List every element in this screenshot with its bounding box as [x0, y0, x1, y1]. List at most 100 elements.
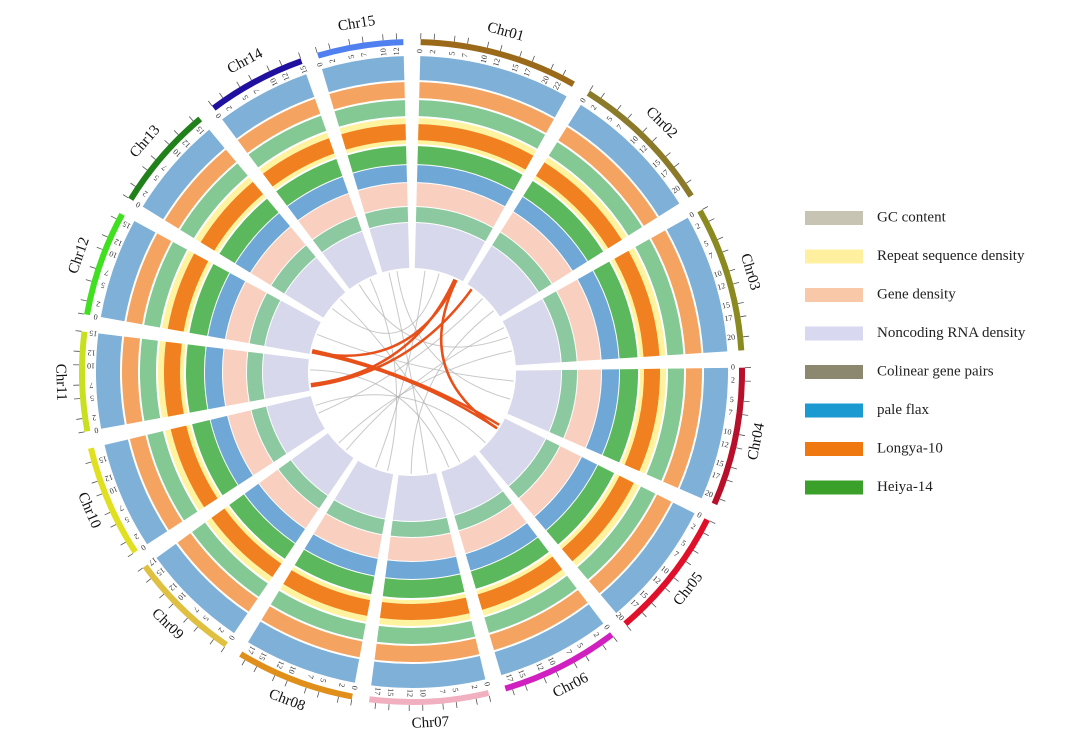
tick-mark — [76, 331, 82, 332]
tick-label: 2 — [132, 532, 140, 542]
tick-mark — [739, 435, 745, 436]
tick-mark — [105, 512, 110, 515]
tick-mark — [86, 280, 92, 282]
tick-label: 5 — [123, 515, 131, 525]
tick-mark — [736, 448, 742, 449]
tick-mark — [686, 180, 691, 183]
tick-mark — [468, 38, 469, 44]
tick-label: 2 — [694, 221, 702, 231]
tick-mark — [520, 51, 522, 57]
track-band — [388, 533, 456, 561]
tick-mark — [375, 703, 376, 709]
tick-label: 15 — [386, 688, 396, 697]
tick-mark — [544, 678, 546, 684]
tick-mark — [642, 613, 646, 617]
tick-mark — [142, 166, 147, 170]
tick-label: 5 — [447, 51, 456, 56]
tick-mark — [643, 128, 647, 132]
tick-mark — [551, 64, 554, 69]
track-band — [223, 349, 249, 406]
tick-label: 2 — [224, 104, 234, 112]
tick-label: 15 — [298, 64, 309, 75]
tick-mark — [500, 45, 502, 51]
tick-mark — [237, 82, 240, 87]
tick-label: 7 — [728, 408, 733, 417]
tick-mark — [574, 663, 577, 668]
tick-label: 12 — [87, 348, 96, 357]
tick-mark — [709, 219, 714, 222]
tick-label: 7 — [438, 689, 447, 694]
tick-label: 17 — [724, 313, 733, 323]
tick-label: 2 — [589, 103, 599, 111]
track-band — [205, 347, 225, 409]
tick-mark — [744, 401, 750, 402]
tick-label: 5 — [90, 394, 95, 403]
track-band — [263, 354, 310, 399]
tick-mark — [456, 702, 457, 708]
tick-mark — [666, 153, 671, 157]
tick-label: 0 — [227, 633, 237, 641]
tick-mark — [665, 588, 670, 592]
legend-swatch — [805, 211, 863, 225]
tick-label: 2 — [428, 49, 437, 54]
tick-label: 12 — [392, 47, 401, 55]
tick-label: 10 — [108, 484, 119, 495]
legend-label: Heiya-14 — [877, 479, 933, 495]
tick-mark — [740, 316, 746, 317]
tick-label: 2 — [337, 682, 347, 688]
tick-label: 5 — [347, 54, 357, 60]
tick-label: 10 — [418, 689, 427, 697]
chromosome-label: Chr14 — [225, 45, 266, 77]
tick-mark — [210, 639, 214, 644]
legend-label: Repeat sequence density — [877, 248, 1025, 264]
colinear-link — [312, 352, 497, 428]
tick-mark — [299, 53, 301, 59]
tick-mark — [111, 216, 116, 219]
tick-label: 15 — [98, 454, 108, 465]
legend-swatch — [805, 404, 863, 418]
tick-label: 5 — [729, 395, 734, 404]
tick-label: 20 — [727, 333, 736, 343]
legend-swatch — [805, 250, 863, 264]
tick-label: 10 — [87, 361, 95, 370]
tick-label: 12 — [104, 472, 115, 483]
tick-label: 0 — [696, 510, 704, 520]
tick-mark — [267, 66, 270, 71]
tick-label: 5 — [201, 614, 210, 623]
chromosome-label: Chr12 — [65, 235, 92, 276]
tick-label: 2 — [470, 684, 480, 690]
tick-label: 12 — [720, 439, 730, 450]
tick-label: 0 — [688, 210, 696, 220]
tick-label: 7 — [708, 251, 715, 261]
tick-label: 5 — [100, 280, 106, 290]
tick-mark — [102, 235, 107, 237]
tick-mark — [718, 237, 724, 239]
tick-mark — [315, 47, 317, 53]
tick-mark — [221, 647, 224, 652]
tick-label: 10 — [108, 249, 119, 260]
tick-label: 7 — [89, 381, 93, 390]
tick-mark — [627, 626, 631, 631]
tick-mark — [189, 116, 193, 121]
tick-mark — [556, 672, 559, 677]
tick-mark — [90, 267, 96, 269]
tick-label: 17 — [504, 673, 515, 683]
tick-label: 2 — [95, 299, 101, 309]
tick-label: 2 — [92, 413, 97, 422]
tick-mark — [317, 692, 319, 698]
track-band — [507, 370, 561, 432]
tick-mark — [532, 56, 534, 62]
legend-label: pale flax — [877, 402, 930, 418]
tick-mark — [590, 85, 593, 90]
tick-mark — [151, 156, 156, 160]
legend-label: Longya-10 — [877, 440, 943, 456]
tick-mark — [476, 699, 477, 705]
tick-mark — [79, 432, 85, 433]
tick-label: 0 — [214, 111, 224, 120]
tick-mark — [169, 604, 173, 608]
tick-mark — [78, 313, 84, 314]
tick-mark — [146, 579, 151, 583]
tick-mark — [279, 60, 281, 66]
legend-swatch — [805, 288, 863, 302]
tick-label: 7 — [160, 163, 169, 172]
